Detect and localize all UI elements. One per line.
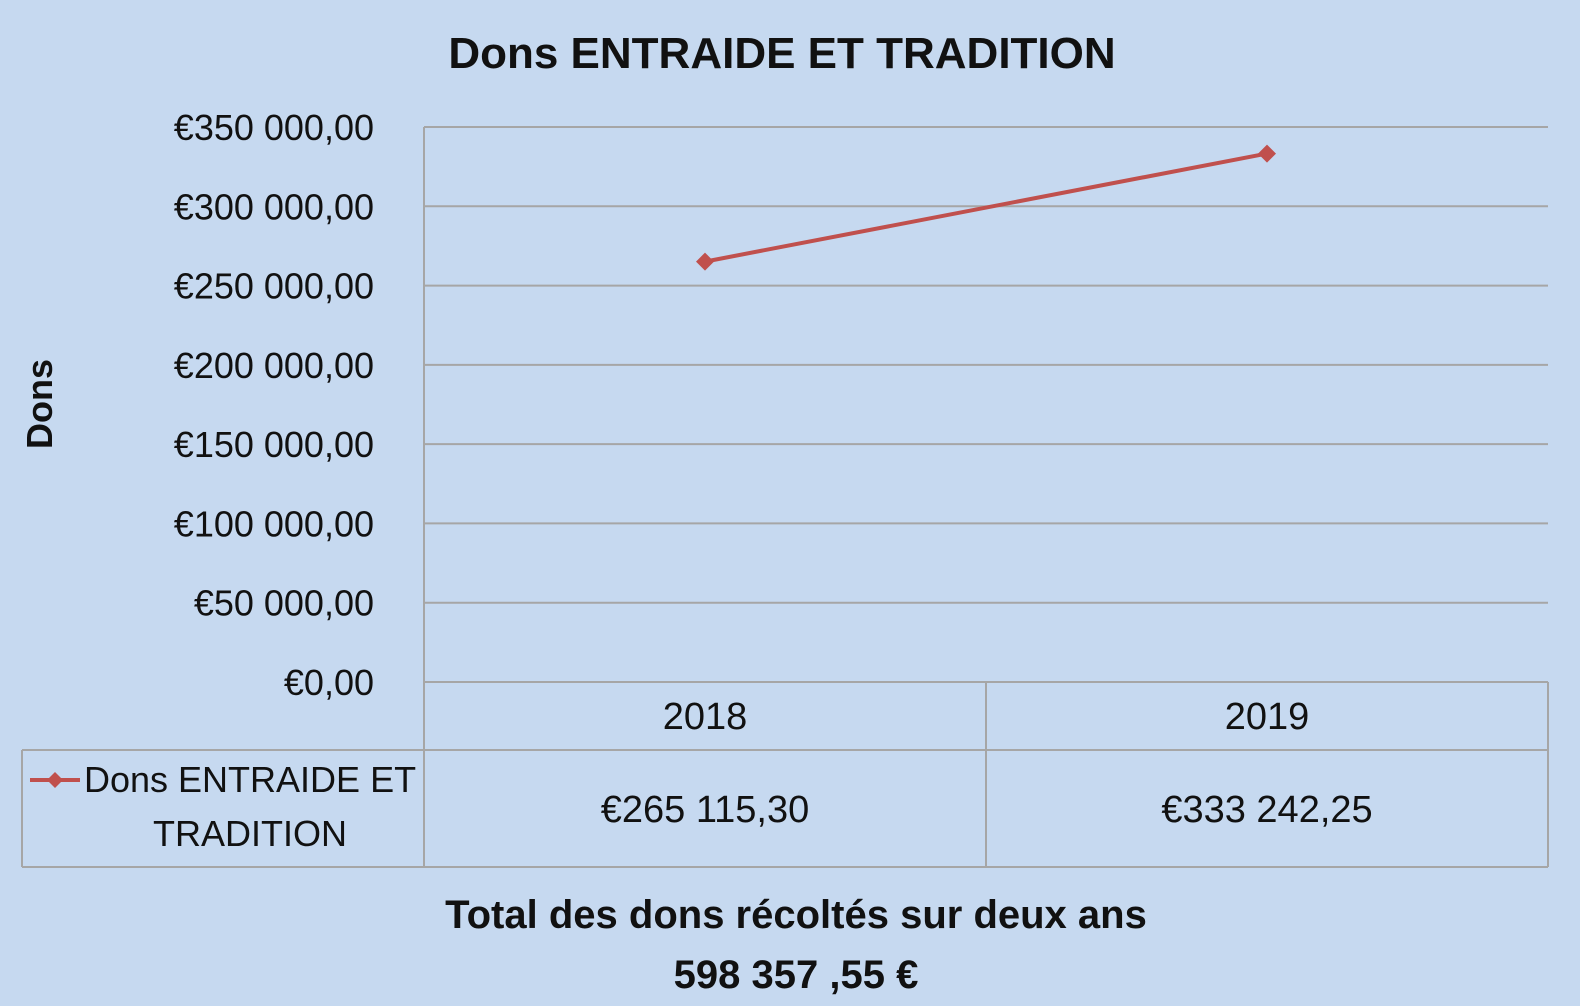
legend-marker: [47, 772, 63, 788]
series-line: [704, 151, 1268, 264]
y-tick-label: €250 000,00: [174, 266, 374, 307]
y-axis-label: Dons: [19, 359, 60, 449]
data-table: 2018 2019 Dons ENTRAIDE ET TRADITION €265 11…: [21, 681, 1549, 868]
y-tick-label: €300 000,00: [174, 186, 374, 227]
data-point-marker: [696, 252, 714, 271]
y-tick-label: €350 000,00: [174, 107, 374, 148]
legend-label: TRADITION: [153, 813, 347, 854]
series-layer: [696, 144, 1276, 271]
x-category-label: 2018: [663, 696, 748, 738]
y-tick-label: €100 000,00: [174, 503, 374, 544]
footer-total-label: Total des dons récoltés sur deux ans: [445, 893, 1147, 937]
y-axis-ticks: €0,00 €50 000,00 €100 000,00 €150 000,00 €20…: [174, 107, 374, 703]
footer-total-value: 598 357 ,55 €: [674, 953, 919, 997]
x-category-label: 2019: [1225, 696, 1310, 738]
y-tick-label: €200 000,00: [174, 345, 374, 386]
data-table-value: €265 115,30: [601, 789, 810, 831]
y-tick-label: €50 000,00: [194, 583, 374, 624]
data-table-value: €333 242,25: [1161, 789, 1372, 831]
legend-label: Dons ENTRAIDE ET: [84, 759, 416, 800]
data-point-marker: [1258, 144, 1276, 163]
chart-title: Dons ENTRAIDE ET TRADITION: [448, 29, 1115, 78]
y-tick-label: €0,00: [284, 662, 374, 703]
y-tick-label: €150 000,00: [174, 424, 374, 465]
